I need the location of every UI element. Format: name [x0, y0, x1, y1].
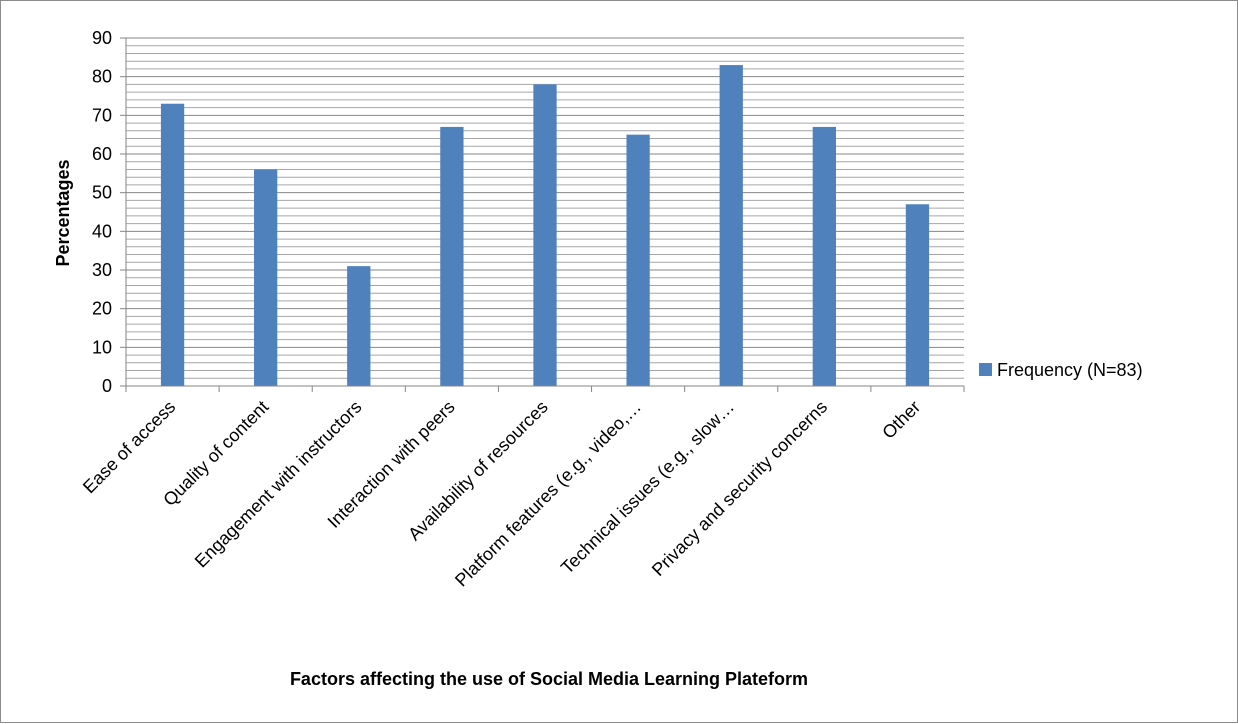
x-tick-label: Ease of access [79, 397, 179, 497]
y-tick-label: 20 [92, 299, 112, 319]
legend-label: Frequency (N=83) [997, 360, 1143, 380]
y-tick-label: 70 [92, 105, 112, 125]
y-tick-label: 60 [92, 144, 112, 164]
x-tick-label: Other [878, 397, 924, 443]
bar [719, 65, 743, 387]
x-tick-label: Technical issues (e.g., slow… [557, 397, 738, 578]
y-tick-label: 30 [92, 260, 112, 280]
bars [160, 65, 930, 387]
y-tick-label: 90 [92, 28, 112, 48]
bar [347, 266, 371, 386]
legend: Frequency (N=83) [979, 360, 1143, 380]
y-axis-title: Percentages [53, 159, 73, 266]
y-tick-label: 0 [102, 376, 112, 396]
x-tick-label: Privacy and security concerns [648, 397, 831, 580]
legend-swatch [979, 363, 992, 376]
x-tick-label: Engagement with instructors [191, 397, 366, 572]
x-tick-label: Platform features (e.g., video,… [451, 397, 645, 591]
axes [120, 37, 965, 392]
bar [812, 126, 836, 386]
y-tick-label: 10 [92, 337, 112, 357]
bar [440, 126, 464, 386]
bar [160, 103, 185, 386]
y-tick-labels: 0 10 20 30 40 50 60 70 80 90 [92, 28, 112, 396]
bar [254, 169, 278, 386]
bar [905, 204, 930, 386]
x-axis-title: Factors affecting the use of Social Medi… [290, 669, 808, 689]
y-tick-label: 50 [92, 183, 112, 203]
bar [533, 84, 557, 387]
y-tick-label: 80 [92, 67, 112, 87]
y-tick-label: 40 [92, 221, 112, 241]
bar [626, 134, 650, 386]
